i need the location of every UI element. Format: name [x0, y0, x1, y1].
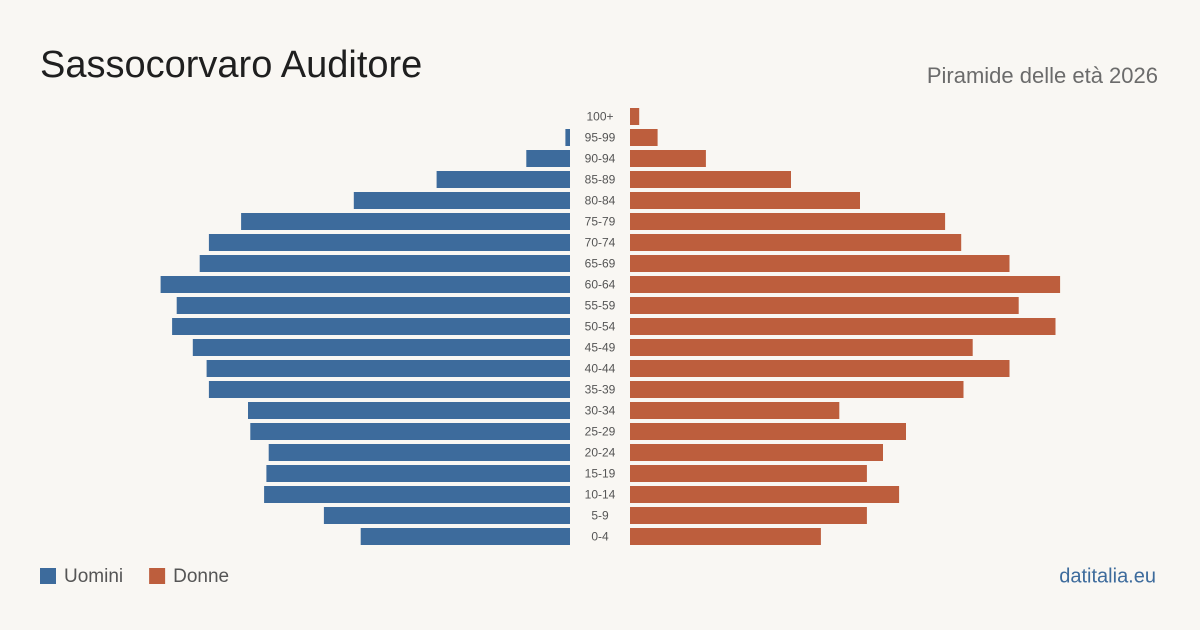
bar: [630, 444, 883, 461]
bar: [630, 528, 821, 545]
bar: [630, 192, 860, 209]
bar: [160, 276, 570, 293]
bar: [250, 423, 571, 440]
bar: [208, 234, 570, 251]
bar: [630, 339, 973, 356]
bar: [630, 465, 867, 482]
bar: [248, 402, 570, 419]
age-label: 30-34: [585, 404, 616, 418]
age-label: 55-59: [585, 299, 616, 313]
bar: [630, 381, 964, 398]
bar: [630, 507, 867, 524]
source: datitalia.eu: [1059, 565, 1156, 587]
bar: [630, 318, 1056, 335]
legend-swatch: [149, 568, 166, 584]
legend-swatch: [40, 568, 56, 584]
bar: [192, 339, 571, 356]
bar: [436, 171, 570, 188]
bar: [630, 297, 1019, 314]
age-label: 100+: [586, 110, 613, 124]
age-label: 95-99: [585, 131, 616, 145]
bar: [630, 423, 906, 440]
bar: [630, 255, 1010, 272]
age-label: 45-49: [585, 341, 616, 355]
bar: [630, 213, 946, 230]
bar: [323, 507, 570, 524]
age-label: 20-24: [585, 446, 616, 460]
bar: [206, 360, 570, 377]
legend-label: Donne: [173, 566, 229, 587]
bar: [630, 171, 791, 188]
bar: [199, 255, 570, 272]
bar: [630, 402, 840, 419]
age-label: 5-9: [591, 509, 609, 523]
bar: [630, 234, 962, 251]
bar: [565, 129, 570, 146]
bar: [630, 360, 1010, 377]
bar: [268, 444, 570, 461]
bar: [630, 129, 658, 146]
bar: [630, 108, 640, 125]
bar: [241, 213, 570, 230]
age-label: 15-19: [585, 467, 616, 481]
age-label: 50-54: [585, 320, 616, 334]
age-label: 40-44: [585, 362, 616, 376]
chart-subtitle: Piramide delle età 2026: [927, 63, 1158, 88]
bar: [208, 381, 570, 398]
bar: [176, 297, 570, 314]
age-label: 0-4: [591, 530, 609, 544]
age-label: 10-14: [585, 488, 616, 502]
age-label: 70-74: [585, 236, 616, 250]
bar: [266, 465, 570, 482]
age-label: 65-69: [585, 257, 616, 271]
bar: [172, 318, 570, 335]
age-label: 60-64: [585, 278, 616, 292]
chart-title: Sassocorvaro Auditore: [40, 44, 422, 86]
bar: [630, 150, 706, 167]
bar: [630, 276, 1061, 293]
legend-label: Uomini: [64, 566, 123, 587]
bar: [360, 528, 570, 545]
age-label: 85-89: [585, 173, 616, 187]
age-label: 75-79: [585, 215, 616, 229]
bar: [353, 192, 570, 209]
age-label: 80-84: [585, 194, 616, 208]
bar: [264, 486, 570, 503]
age-label: 90-94: [585, 152, 616, 166]
age-label: 25-29: [585, 425, 616, 439]
bar: [526, 150, 570, 167]
bar: [630, 486, 900, 503]
age-label: 35-39: [585, 383, 616, 397]
